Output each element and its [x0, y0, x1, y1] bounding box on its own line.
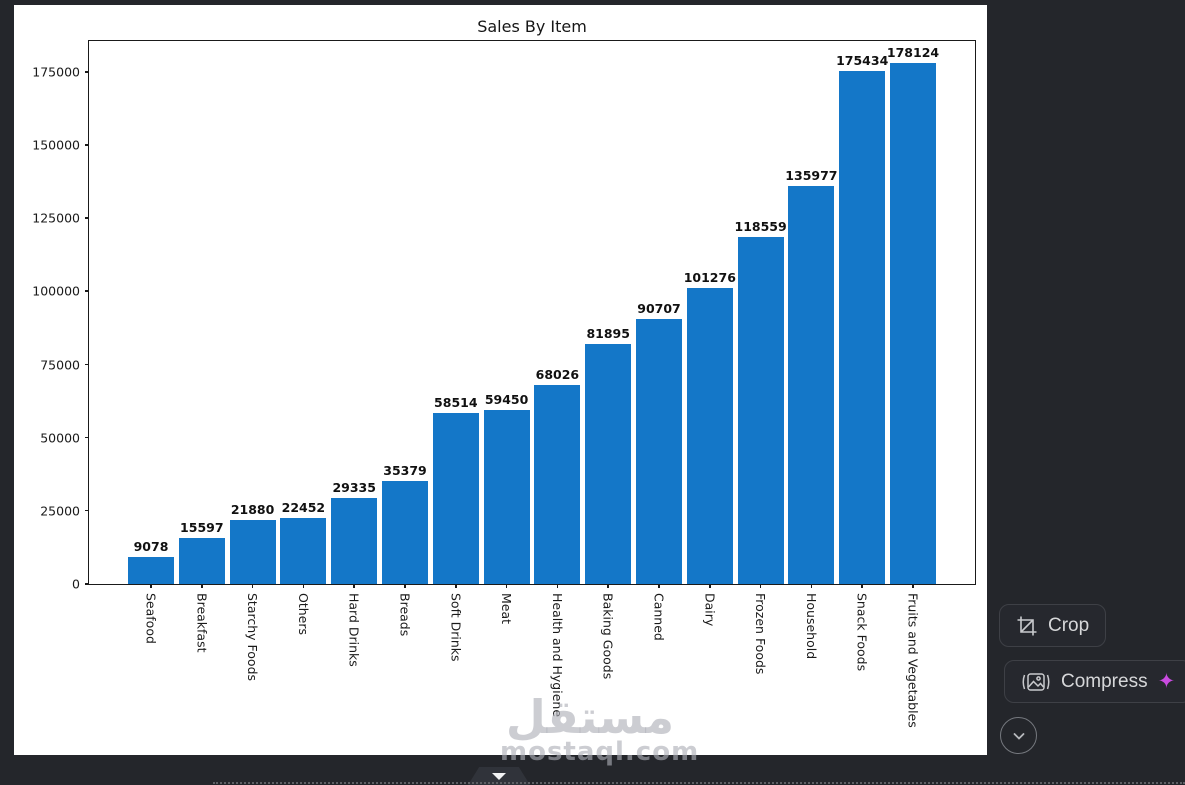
x-tick-label: Breads — [397, 593, 413, 637]
compress-button-label: Compress — [1061, 670, 1148, 692]
x-tick-mark — [201, 584, 203, 588]
bar-value-label: 101276 — [683, 269, 736, 285]
x-tick-mark — [150, 584, 152, 588]
x-tick-mark — [353, 584, 355, 588]
y-tick-label: 175000 — [32, 64, 80, 80]
bar-value-label: 118559 — [734, 219, 787, 235]
y-tick-mark — [85, 363, 89, 366]
bar — [788, 186, 835, 584]
chart-title: Sales By Item — [477, 17, 587, 36]
bottom-pull-handle[interactable] — [468, 767, 530, 785]
x-tick-mark — [810, 584, 813, 588]
bar-value-label: 35379 — [383, 462, 427, 478]
x-tick-mark — [759, 584, 762, 588]
y-tick-label: 150000 — [32, 137, 80, 153]
y-tick-mark — [85, 583, 89, 585]
y-tick-label: 50000 — [40, 430, 80, 446]
compress-image-icon — [1021, 670, 1051, 694]
bar — [839, 70, 886, 584]
bar — [890, 62, 936, 584]
y-tick-label: 0 — [72, 576, 80, 592]
x-tick-label: Canned — [651, 593, 667, 641]
x-tick-label: Meat — [499, 593, 515, 625]
x-tick-label: Others — [295, 593, 311, 636]
bar — [178, 538, 225, 584]
bar-value-label: 68026 — [535, 366, 580, 382]
bar-value-label: 90707 — [637, 300, 681, 316]
x-tick-mark — [404, 584, 406, 588]
y-tick-mark — [85, 144, 89, 146]
bar-value-label: 135977 — [785, 168, 838, 184]
bar — [229, 520, 276, 584]
bar-value-label: 9078 — [133, 539, 169, 555]
bar-value-label: 81895 — [586, 326, 630, 342]
x-tick-label: Dairy — [702, 593, 718, 627]
bar — [483, 410, 530, 584]
x-tick-label: Health and Hygiene — [549, 593, 565, 718]
x-tick-mark — [912, 584, 914, 588]
bar-value-label: 29335 — [332, 480, 376, 496]
plot-area: 0 25000 50000 75000 100000 125000 150000 175000… — [32, 40, 976, 728]
x-tick-label: Breakfast — [194, 593, 210, 653]
crop-button[interactable]: Crop — [999, 604, 1107, 647]
bar — [432, 412, 479, 584]
bar — [737, 237, 784, 584]
y-tick-mark — [85, 290, 89, 292]
expand-more-button[interactable] — [1000, 717, 1037, 754]
bar — [534, 384, 581, 584]
x-tick-mark — [861, 584, 863, 588]
bar — [382, 480, 428, 584]
x-tick-mark — [505, 584, 508, 588]
y-tick-mark — [85, 509, 89, 512]
x-tick-mark — [556, 584, 559, 588]
bar-value-label: 58514 — [434, 394, 478, 410]
x-tick-mark — [607, 584, 609, 588]
x-tick-label: Seafood — [143, 593, 159, 644]
x-tick-label: Baking Goods — [600, 593, 616, 680]
bar-value-label: 15597 — [180, 520, 224, 536]
x-tick-mark — [709, 584, 711, 588]
x-tick-label: Snack Foods — [854, 593, 870, 672]
crop-icon — [1016, 615, 1038, 637]
triangle-down-icon — [492, 772, 506, 780]
y-tick-mark — [85, 217, 89, 219]
bar-value-label: 22452 — [281, 500, 326, 516]
sparkle-icon: ✦ — [1157, 670, 1176, 693]
x-tick-label: Soft Drinks — [448, 593, 464, 662]
bar-value-label: 175434 — [836, 52, 889, 68]
x-tick-label: Hard Drinks — [346, 593, 362, 667]
y-tick-label: 125000 — [32, 210, 80, 226]
x-tick-label: Frozen Foods — [753, 593, 769, 675]
y-tick-label: 75000 — [40, 357, 80, 373]
y-tick-label: 100000 — [32, 283, 80, 299]
bar — [636, 318, 682, 584]
compress-button[interactable]: Compress ✦ — [1004, 660, 1185, 703]
bar-value-label: 178124 — [886, 44, 940, 60]
x-tick-mark — [251, 584, 254, 588]
x-tick-label: Starchy Foods — [245, 593, 261, 682]
chart-canvas: Sales By Item 0 25000 50000 75000 100000 1250… — [14, 5, 987, 755]
x-tick-mark — [455, 584, 457, 588]
y-tick-mark — [85, 71, 89, 73]
y-tick-mark — [85, 436, 89, 439]
x-tick-label: Household — [803, 593, 819, 660]
x-tick-mark — [302, 584, 305, 588]
bar-value-label: 21880 — [230, 502, 275, 517]
chevron-down-icon — [1010, 727, 1028, 745]
crop-button-label: Crop — [1048, 614, 1090, 636]
x-tick-label: Fruits and Vegetables — [905, 593, 921, 728]
bar — [280, 518, 327, 584]
bar — [128, 557, 174, 584]
bar — [331, 498, 378, 584]
bar-value-label: 59450 — [484, 392, 529, 408]
x-tick-mark — [658, 584, 660, 588]
y-tick-label: 25000 — [40, 503, 80, 519]
bar — [686, 287, 733, 584]
bottom-dotted-divider — [213, 782, 1185, 784]
bar — [585, 344, 632, 584]
